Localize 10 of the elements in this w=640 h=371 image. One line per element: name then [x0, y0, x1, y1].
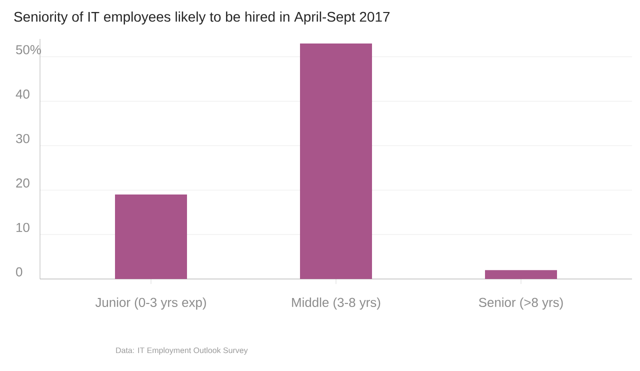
- y-tick-label: 0: [16, 267, 22, 276]
- y-tick-label: 10: [16, 222, 30, 232]
- y-tick-label: 40: [16, 90, 30, 99]
- y-tick-label: 50%: [16, 45, 41, 54]
- x-tick-label: Senior (>8 yrs): [478, 298, 563, 310]
- y-tick-label: 30: [16, 134, 30, 144]
- x-tick-label: Junior (0-3 yrs exp): [95, 298, 206, 310]
- x-tick-label: Middle (3-8 yrs): [292, 298, 380, 310]
- chart-title: Seniority of IT employees likely to be hired in April-Sept 2017: [14, 12, 390, 25]
- y-tick-label: 20: [16, 178, 30, 188]
